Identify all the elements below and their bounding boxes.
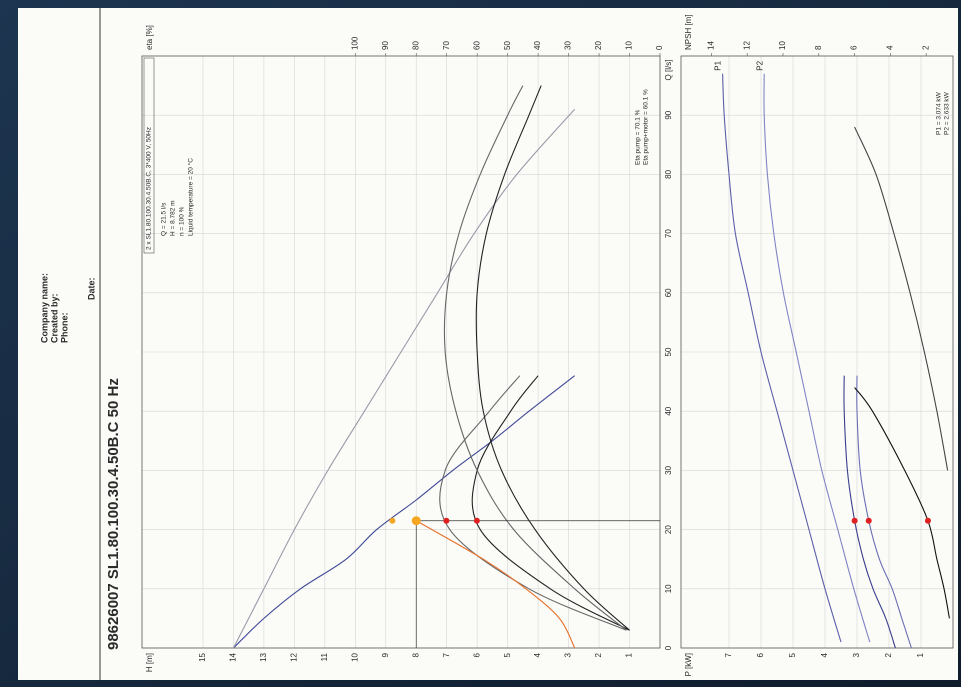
y-tick-label: 7 — [442, 652, 451, 657]
y-axis-label: H [m] — [145, 653, 154, 672]
y-tick-label: 15 — [198, 652, 207, 661]
x-tick-label: 50 — [664, 347, 673, 356]
curve — [232, 108, 576, 649]
curve — [439, 375, 627, 631]
annotation: P2 = 2.633 kW — [944, 91, 951, 135]
info-box — [143, 57, 155, 254]
y-tick-label: 4 — [533, 652, 542, 657]
curve — [443, 85, 627, 631]
y2-tick-label: 6 — [850, 45, 859, 50]
y-tick-label: 12 — [289, 652, 298, 661]
curve — [475, 85, 630, 631]
annotation: Q = 21.5 l/s — [161, 202, 168, 236]
sheet: Company name: Created by: Phone: Date: 9… — [18, 8, 958, 680]
plot-frame — [680, 55, 954, 649]
x-tick-label: 80 — [664, 169, 673, 178]
curve — [856, 375, 912, 649]
curve — [854, 126, 949, 471]
y-tick-label: 13 — [259, 652, 268, 661]
curve — [233, 375, 576, 649]
y-tick-label: 5 — [503, 652, 512, 657]
y-tick-label: 6 — [756, 652, 765, 657]
y2-tick-label: 60 — [472, 41, 481, 50]
annotation: 2 x SL1.80.100.30.4.50B.C, 3*400 V, 50Hz — [146, 127, 153, 250]
curve — [722, 73, 842, 643]
y2-tick-label: 2 — [921, 45, 930, 50]
x-tick-label: 70 — [664, 229, 673, 238]
y2-tick-label: 8 — [814, 45, 823, 50]
curve-label: P2 — [755, 60, 764, 70]
y-tick-label: 4 — [820, 652, 829, 657]
plot-frame — [141, 55, 661, 649]
x-tick-label: 40 — [664, 406, 673, 415]
y2-tick-label: 4 — [885, 45, 894, 50]
operating-point — [851, 517, 858, 524]
y2-tick-label: 30 — [564, 41, 573, 50]
eta-note: Eta pump+motor = 60.1 % — [643, 89, 650, 165]
eta-note: Eta pump = 70.1 % — [635, 109, 642, 165]
y-tick-label: 5 — [788, 652, 797, 657]
y2-axis-label: NPSH [m] — [684, 14, 693, 50]
y-tick-label: 14 — [229, 652, 238, 661]
annotation: Liquid temperature = 20 °C — [187, 158, 195, 236]
curve — [763, 73, 871, 643]
y-tick-label: 10 — [350, 652, 359, 661]
y-tick-label: 3 — [564, 652, 573, 657]
y2-tick-label: 40 — [533, 41, 542, 50]
y2-tick-label: 50 — [503, 41, 512, 50]
x-tick-label: 10 — [664, 584, 673, 593]
y-tick-label: 2 — [884, 652, 893, 657]
curve — [415, 520, 576, 649]
paper — [18, 8, 958, 680]
x-tick-label: 60 — [664, 288, 673, 297]
operating-point — [473, 517, 480, 524]
company-label: Company name: — [39, 273, 49, 343]
phone-label: Phone: — [59, 312, 69, 343]
operating-point — [865, 517, 872, 524]
y2-tick-label: 90 — [381, 41, 390, 50]
x-tick-label: 30 — [664, 465, 673, 474]
annotation: H = 8.782 m — [170, 200, 177, 236]
y2-tick-label: 20 — [594, 41, 603, 50]
y-tick-label: 11 — [320, 652, 329, 661]
y-tick-label: 3 — [852, 652, 861, 657]
annotation: P1 = 3.074 kW — [936, 91, 943, 135]
y-axis-label: P [kW] — [684, 653, 693, 676]
curve — [471, 375, 630, 631]
y2-tick-label: 10 — [625, 41, 634, 50]
curve — [843, 375, 896, 649]
x-axis-label: Q [l/s] — [664, 60, 673, 81]
y-tick-label: 7 — [724, 652, 733, 657]
operating-point — [443, 517, 450, 524]
y2-tick-label: 80 — [411, 41, 420, 50]
y2-tick-label: 0 — [655, 45, 664, 50]
curve-label: P1 — [714, 60, 723, 70]
y-tick-label: 8 — [411, 652, 420, 657]
created-label: Created by: — [49, 293, 59, 343]
operating-point — [924, 517, 931, 524]
y2-tick-label: 70 — [442, 41, 451, 50]
operating-point — [389, 517, 396, 524]
annotation: n = 100 % — [179, 206, 186, 236]
y2-tick-label: 14 — [707, 41, 716, 50]
page-title: 98626007 SL1.80.100.30.4.50B.C 50 Hz — [105, 378, 122, 650]
y2-tick-label: 100 — [350, 36, 359, 50]
y2-tick-label: 10 — [778, 41, 787, 50]
y-tick-label: 1 — [625, 652, 634, 657]
date-label: Date: — [86, 277, 96, 300]
y-tick-label: 1 — [916, 652, 925, 657]
x-tick-label: 90 — [664, 110, 673, 119]
y2-axis-label: eta [%] — [145, 25, 154, 50]
x-tick-label: 20 — [664, 525, 673, 534]
y-tick-label: 2 — [594, 652, 603, 657]
y-tick-label: 6 — [472, 652, 481, 657]
x-tick-label: 0 — [664, 645, 673, 650]
y-tick-label: 9 — [381, 652, 390, 657]
y2-tick-label: 12 — [742, 41, 751, 50]
operating-point — [411, 516, 421, 526]
